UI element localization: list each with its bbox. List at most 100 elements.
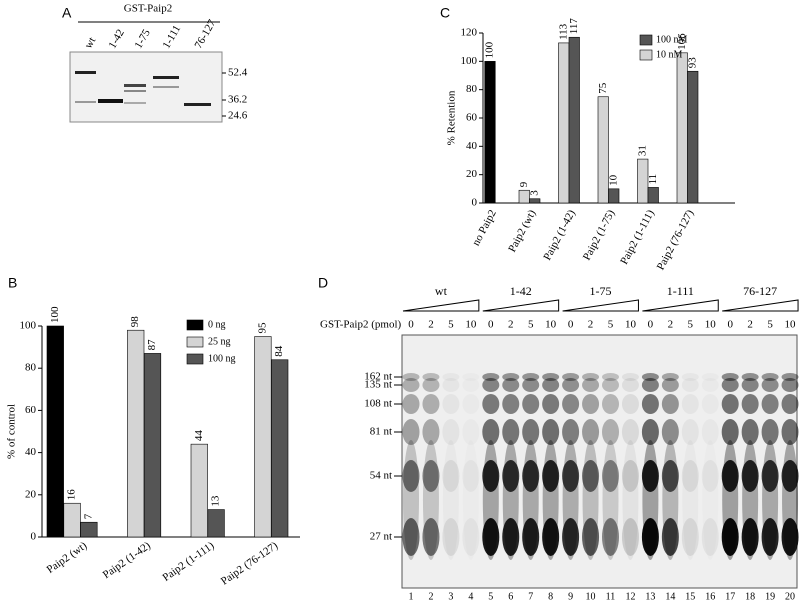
gel-smear [502, 440, 519, 560]
legend-label: 100 ng [208, 353, 236, 364]
gel-smear [482, 440, 499, 560]
legend-swatch [186, 336, 204, 348]
gel-band [701, 460, 719, 492]
group-label: 1-42 [510, 284, 532, 298]
gel-smear [642, 440, 659, 560]
value-label: 7 [82, 513, 94, 519]
gel-band [542, 373, 560, 381]
band [124, 102, 146, 104]
gel-band [422, 419, 440, 445]
bar [46, 325, 64, 538]
x-tick-label: Paip2 (76-127) [219, 540, 280, 588]
size-marker: 54 nt [370, 470, 392, 482]
gel-band [641, 518, 659, 556]
gel-band [542, 394, 560, 414]
amount-label: 0 [408, 319, 414, 331]
x-tick-label: Paip2 (1-111) [618, 208, 657, 267]
group-label: 1-75 [590, 284, 612, 298]
gel-band [562, 460, 580, 492]
group-label: 1-111 [667, 284, 694, 298]
size-marker: 162 nt [364, 371, 392, 383]
gel-band [562, 419, 580, 445]
gel-band [582, 518, 600, 556]
gel-band [602, 419, 619, 445]
gel-band [681, 394, 699, 414]
gel-band [621, 419, 639, 445]
gel-band [402, 460, 420, 492]
gel-band [602, 373, 619, 381]
x-tick-label: Paip2 (wt) [506, 208, 538, 255]
gel-band [661, 518, 679, 556]
gradient-wedge [642, 299, 719, 312]
amount-label: 10 [705, 319, 717, 331]
x-tick-label: Paip2 (1-42) [101, 540, 153, 582]
gel-band [621, 378, 639, 392]
gel-band [522, 394, 540, 414]
band [98, 99, 123, 103]
x-tick-label: Paip2 (76-127) [655, 208, 697, 272]
gel-band [721, 373, 739, 381]
gel-smear [562, 440, 579, 560]
gel-smear [762, 440, 779, 560]
amount-label: 2 [588, 319, 594, 331]
gel-band [402, 419, 420, 445]
value-label: 87 [146, 339, 158, 351]
amount-label: 0 [568, 319, 574, 331]
gel-smear [682, 440, 698, 560]
value-label: 100 [484, 41, 496, 58]
lane-number: 5 [488, 591, 493, 602]
gel-a [69, 51, 223, 123]
gel-band [522, 373, 540, 381]
gel-smear [582, 440, 599, 560]
bar [558, 42, 570, 204]
marker-label: 36.2 [228, 94, 247, 106]
y-tick-label: 100 [20, 320, 37, 332]
gel-band [402, 373, 420, 381]
bar [80, 521, 98, 538]
gel-band [602, 518, 619, 556]
bar [143, 353, 162, 538]
gel-band [741, 419, 759, 445]
gel-band [502, 378, 520, 392]
amount-label: 5 [528, 319, 534, 331]
panel-label: A [62, 5, 72, 21]
value-label: 106 [676, 33, 688, 50]
gel-band [402, 394, 420, 414]
gel-smear [522, 440, 539, 560]
bar [676, 52, 688, 204]
x-tick-label: Paip2 (1-75) [581, 208, 618, 263]
lane-number: 10 [586, 591, 596, 602]
gel-band [781, 378, 799, 392]
gel-band [602, 378, 619, 392]
y-tick-label: 20 [466, 168, 478, 180]
bar [568, 36, 580, 204]
value-label: 84 [273, 345, 285, 357]
gel-band [542, 460, 560, 492]
axis-label: GST-Paip2 (pmol) [320, 319, 402, 331]
gel-band [582, 378, 600, 392]
gel-smear [662, 440, 679, 560]
gel-band [661, 378, 679, 392]
lane-number: 17 [725, 591, 735, 602]
amount-label: 0 [648, 319, 654, 331]
bar [254, 336, 272, 538]
bar [271, 359, 289, 538]
gel-band [542, 518, 560, 556]
legend-swatch [639, 49, 653, 61]
gel-band [462, 518, 480, 556]
panel-label: B [8, 275, 17, 291]
gel-band [422, 518, 440, 556]
gel-smear [422, 440, 439, 560]
gel-band [502, 518, 520, 556]
gel-band [741, 460, 759, 492]
gel-band [761, 460, 779, 492]
lane-number: 7 [528, 591, 533, 602]
gel-band [562, 378, 580, 392]
gel-band [602, 460, 619, 492]
gel-band [422, 373, 440, 381]
gel-band [661, 419, 679, 445]
gel-band [502, 373, 520, 381]
value-label: 13 [210, 495, 222, 507]
size-marker: 108 nt [364, 398, 392, 410]
y-tick-label: 60 [25, 404, 37, 416]
